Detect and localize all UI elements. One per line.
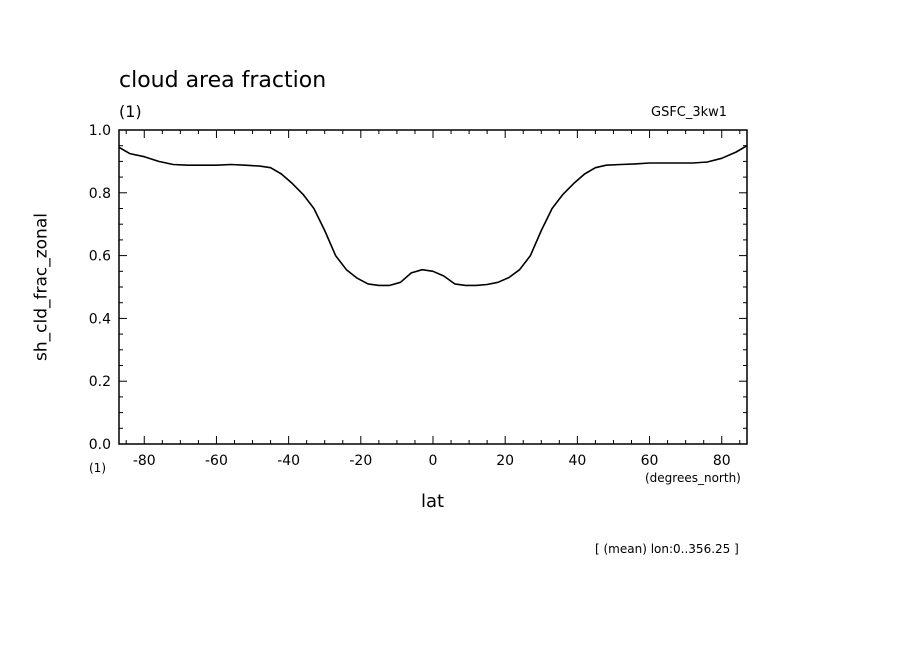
x-tick-label: -40 <box>277 453 300 469</box>
series-group <box>118 145 748 287</box>
x-axis-label: lat <box>421 491 445 512</box>
plot-frame <box>118 129 748 445</box>
units-label: (1) <box>119 102 142 121</box>
x-tick-label: 20 <box>496 453 514 469</box>
y-tick-label: 0.0 <box>89 437 111 453</box>
tick-labels: -80 -60 -40 -20 0 20 40 60 80 0.0 0.2 0.4 0.6 0.8 1.0 <box>89 123 731 469</box>
x-tick-label: -80 <box>133 453 156 469</box>
x-units-label: (degrees_north) <box>645 471 741 485</box>
y-tick-label: 0.4 <box>89 311 111 327</box>
y-units-label: (1) <box>89 461 106 475</box>
x-tick-label: 40 <box>568 453 586 469</box>
y-tick-label: 0.8 <box>89 186 111 202</box>
y-tick-label: 0.2 <box>89 374 111 390</box>
x-tick-label: -20 <box>349 453 372 469</box>
x-tick-label: -60 <box>205 453 228 469</box>
series-line <box>118 145 748 287</box>
x-tick-label: 0 <box>429 453 438 469</box>
model-label: GSFC_3kw1 <box>651 105 728 120</box>
axis-ticks <box>119 129 747 445</box>
x-tick-label: 60 <box>641 453 659 469</box>
chart-title: cloud area fraction <box>119 68 327 93</box>
y-tick-label: 0.6 <box>89 249 111 265</box>
x-tick-label: 80 <box>713 453 731 469</box>
y-tick-label: 1.0 <box>89 123 111 139</box>
footnote: [ (mean) lon:0..356.25 ] <box>595 542 739 556</box>
